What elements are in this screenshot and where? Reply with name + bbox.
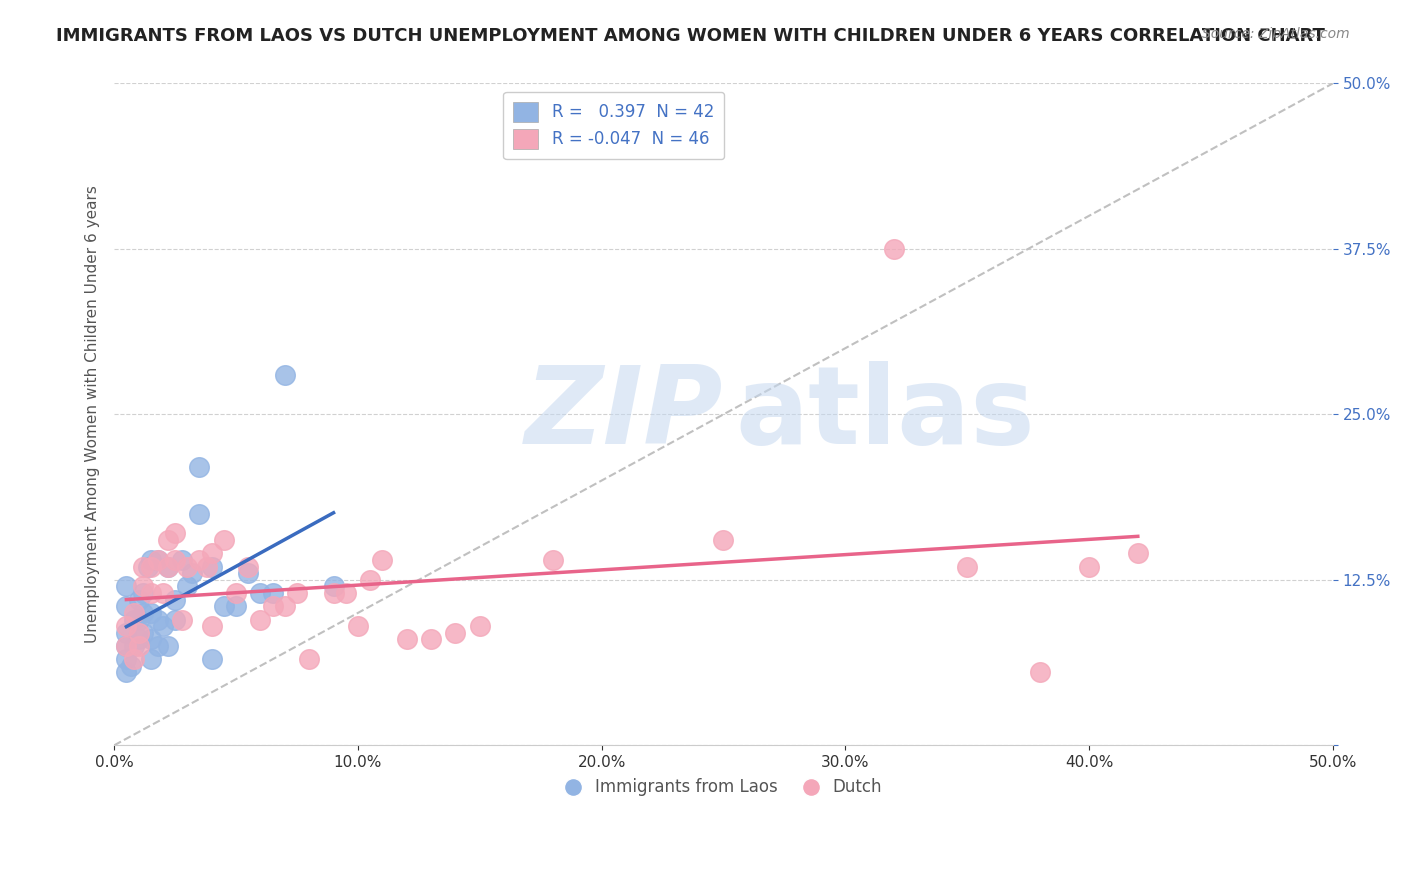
Point	[156, 533, 179, 548]
Point	[132, 625, 155, 640]
Point	[1078, 559, 1101, 574]
Point	[115, 619, 138, 633]
Point	[444, 625, 467, 640]
Point	[201, 619, 224, 633]
Point	[146, 613, 169, 627]
Point	[156, 559, 179, 574]
Point	[139, 652, 162, 666]
Point	[181, 566, 204, 581]
Point	[115, 639, 138, 653]
Point	[249, 586, 271, 600]
Point	[115, 639, 138, 653]
Point	[238, 559, 260, 574]
Point	[395, 632, 418, 647]
Text: ZIP: ZIP	[524, 361, 724, 467]
Point	[541, 553, 564, 567]
Point	[136, 559, 159, 574]
Point	[139, 606, 162, 620]
Point	[152, 619, 174, 633]
Point	[120, 658, 142, 673]
Point	[347, 619, 370, 633]
Point	[225, 599, 247, 614]
Point	[188, 507, 211, 521]
Point	[115, 625, 138, 640]
Point	[195, 559, 218, 574]
Point	[298, 652, 321, 666]
Point	[165, 553, 187, 567]
Point	[128, 632, 150, 647]
Point	[146, 553, 169, 567]
Point	[128, 613, 150, 627]
Point	[139, 559, 162, 574]
Point	[249, 613, 271, 627]
Text: IMMIGRANTS FROM LAOS VS DUTCH UNEMPLOYMENT AMONG WOMEN WITH CHILDREN UNDER 6 YEA: IMMIGRANTS FROM LAOS VS DUTCH UNEMPLOYME…	[56, 27, 1324, 45]
Point	[188, 460, 211, 475]
Point	[420, 632, 443, 647]
Point	[122, 652, 145, 666]
Point	[322, 586, 344, 600]
Point	[115, 579, 138, 593]
Point	[274, 599, 297, 614]
Point	[371, 553, 394, 567]
Point	[115, 665, 138, 680]
Point	[172, 553, 194, 567]
Point	[128, 625, 150, 640]
Point	[139, 586, 162, 600]
Point	[238, 566, 260, 581]
Point	[146, 553, 169, 567]
Point	[132, 606, 155, 620]
Point	[1029, 665, 1052, 680]
Point	[188, 553, 211, 567]
Point	[122, 639, 145, 653]
Point	[322, 579, 344, 593]
Point	[132, 586, 155, 600]
Point	[152, 586, 174, 600]
Point	[713, 533, 735, 548]
Point	[262, 586, 284, 600]
Point	[176, 559, 198, 574]
Point	[883, 242, 905, 256]
Point	[139, 632, 162, 647]
Point	[201, 559, 224, 574]
Point	[225, 586, 247, 600]
Point	[956, 559, 979, 574]
Point	[128, 592, 150, 607]
Point	[146, 639, 169, 653]
Text: atlas: atlas	[735, 361, 1035, 467]
Point	[132, 559, 155, 574]
Point	[262, 599, 284, 614]
Point	[285, 586, 308, 600]
Point	[212, 533, 235, 548]
Point	[139, 553, 162, 567]
Text: Source: ZipAtlas.com: Source: ZipAtlas.com	[1202, 27, 1350, 41]
Point	[165, 526, 187, 541]
Point	[359, 573, 381, 587]
Point	[1126, 546, 1149, 560]
Y-axis label: Unemployment Among Women with Children Under 6 years: Unemployment Among Women with Children U…	[86, 186, 100, 643]
Legend: Immigrants from Laos, Dutch: Immigrants from Laos, Dutch	[558, 772, 889, 803]
Point	[335, 586, 357, 600]
Point	[122, 606, 145, 620]
Point	[115, 652, 138, 666]
Point	[201, 652, 224, 666]
Point	[115, 599, 138, 614]
Point	[122, 613, 145, 627]
Point	[128, 639, 150, 653]
Point	[165, 592, 187, 607]
Point	[201, 546, 224, 560]
Point	[132, 579, 155, 593]
Point	[156, 559, 179, 574]
Point	[165, 613, 187, 627]
Point	[274, 368, 297, 382]
Point	[212, 599, 235, 614]
Point	[156, 639, 179, 653]
Point	[468, 619, 491, 633]
Point	[176, 579, 198, 593]
Point	[172, 613, 194, 627]
